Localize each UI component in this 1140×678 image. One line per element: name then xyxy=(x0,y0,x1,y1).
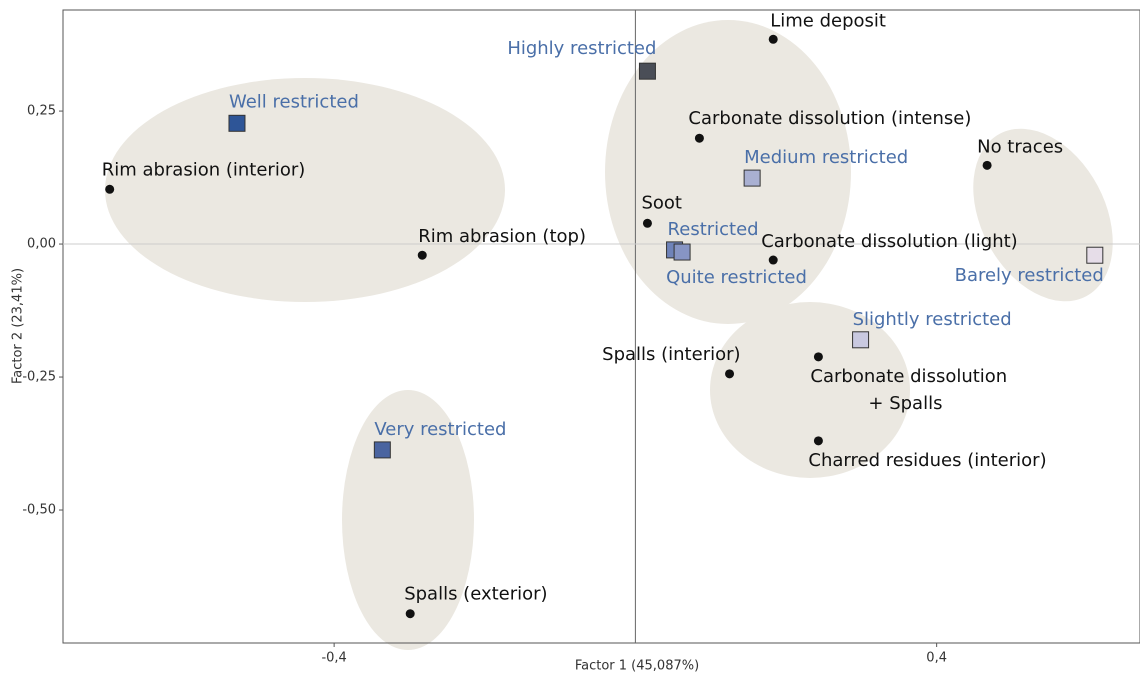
point-label: + Spalls xyxy=(868,393,942,414)
point-label: Carbonate dissolution (light) xyxy=(761,231,1017,252)
point-marker xyxy=(694,133,704,143)
point-label: Lime deposit xyxy=(770,10,886,31)
point-label: Soot xyxy=(641,192,682,213)
y-tick-label: 0,25 xyxy=(27,104,56,119)
point-label: Rim abrasion (top) xyxy=(418,226,586,247)
cluster-ellipses xyxy=(105,20,1113,650)
point-marker xyxy=(813,352,823,362)
category-marker xyxy=(1086,246,1104,264)
category-marker xyxy=(673,243,691,261)
category-marker xyxy=(852,331,870,349)
category-label: Restricted xyxy=(668,219,759,240)
point-label: Charred residues (interior) xyxy=(808,450,1046,471)
category-label: Quite restricted xyxy=(666,267,807,288)
category-label: Barely restricted xyxy=(955,265,1104,286)
category-label: Highly restricted xyxy=(507,38,656,59)
point-marker xyxy=(105,184,115,194)
point-marker xyxy=(813,436,823,446)
point-marker xyxy=(768,34,778,44)
cluster-ellipse xyxy=(973,128,1113,302)
point-label: Carbonate dissolution xyxy=(810,366,1007,387)
category-marker xyxy=(638,62,656,80)
point-label: Spalls (exterior) xyxy=(404,584,547,605)
y-tick-label: -0,50 xyxy=(22,503,56,518)
category-marker xyxy=(373,441,391,459)
y-axis-label: Factor 2 (23,41%) xyxy=(11,268,26,384)
point-label: Carbonate dissolution (intense) xyxy=(688,108,971,129)
plot-frame xyxy=(62,9,1140,644)
point-marker xyxy=(417,250,427,260)
category-label: Slightly restricted xyxy=(853,309,1012,330)
point-marker xyxy=(405,609,415,619)
category-label: Well restricted xyxy=(229,91,359,112)
point-marker xyxy=(982,160,992,170)
x-tick-label: 0,4 xyxy=(926,651,947,666)
category-marker xyxy=(743,169,761,187)
point-label: Spalls (interior) xyxy=(602,344,740,365)
category-marker xyxy=(228,114,246,132)
point-marker xyxy=(768,255,778,265)
point-marker xyxy=(642,218,652,228)
cluster-ellipse xyxy=(105,78,505,302)
point-label: Rim abrasion (interior) xyxy=(102,159,306,180)
y-tick-label: 0,00 xyxy=(27,237,56,252)
category-label: Medium restricted xyxy=(744,147,908,168)
y-tick-label: -0,25 xyxy=(22,370,56,385)
point-marker xyxy=(725,369,735,379)
point-label: No traces xyxy=(977,136,1063,157)
x-axis-label: Factor 1 (45,087%) xyxy=(575,659,699,674)
category-label: Very restricted xyxy=(374,419,506,440)
x-tick-label: -0,4 xyxy=(321,651,346,666)
